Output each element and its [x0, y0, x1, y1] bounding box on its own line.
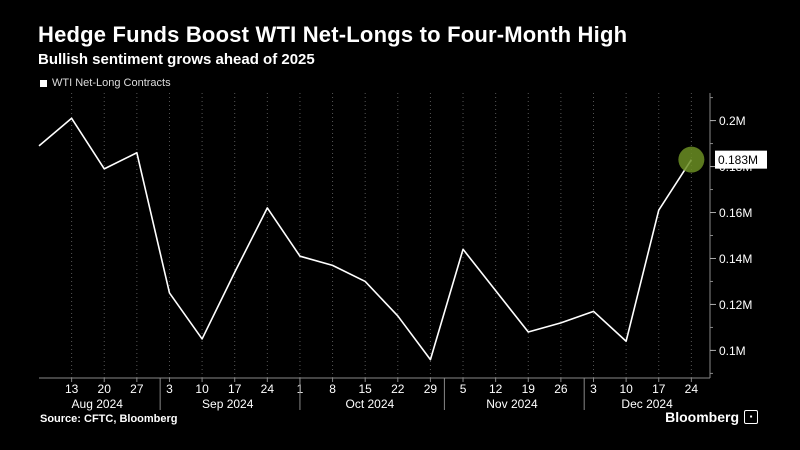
y-tick-label: 0.14M [719, 252, 752, 266]
x-tick-label: 20 [98, 382, 112, 396]
last-value-box [715, 150, 767, 169]
x-tick-label: 17 [228, 382, 242, 396]
series-line-wti-net-long [38, 117, 693, 361]
x-tick-label: 29 [424, 382, 438, 396]
x-tick-label: 5 [460, 382, 467, 396]
x-tick-label: 8 [329, 382, 336, 396]
x-tick-label: 27 [130, 382, 144, 396]
y-tick-label: 0.2M [719, 114, 746, 128]
brand-logo: Bloomberg ▪ [665, 409, 758, 425]
x-tick-label: 24 [685, 382, 699, 396]
x-tick-label: 13 [65, 382, 79, 396]
last-value-label: 0.183M [718, 153, 758, 167]
legend: WTI Net-Long Contracts [40, 77, 171, 89]
month-label: Nov 2024 [486, 397, 538, 411]
month-label: Dec 2024 [621, 397, 673, 411]
y-tick-label: 0.16M [719, 206, 752, 220]
x-tick-label: 15 [359, 382, 373, 396]
x-tick-label: 10 [195, 382, 209, 396]
x-tick-label: 10 [619, 382, 633, 396]
month-label: Sep 2024 [202, 397, 254, 411]
y-tick-label: 0.12M [719, 298, 752, 312]
brand-name: Bloomberg [665, 409, 739, 425]
y-tick-label: 0.1M [719, 344, 746, 358]
month-label: Aug 2024 [72, 397, 124, 411]
x-tick-label: 17 [652, 382, 666, 396]
chart-subtitle: Bullish sentiment grows ahead of 2025 [38, 51, 315, 68]
x-tick-label: 26 [554, 382, 568, 396]
x-tick-label: 19 [522, 382, 536, 396]
month-label: Oct 2024 [345, 397, 394, 411]
x-tick-label: 12 [489, 382, 503, 396]
x-tick-label: 22 [391, 382, 405, 396]
last-point-highlight [678, 146, 705, 173]
legend-label: WTI Net-Long Contracts [52, 77, 171, 89]
source-note: Source: CFTC, Bloomberg [40, 413, 178, 425]
x-tick-label: 3 [590, 382, 597, 396]
x-tick-label: 24 [261, 382, 275, 396]
legend-swatch [40, 79, 47, 87]
chart-title: Hedge Funds Boost WTI Net-Longs to Four-… [38, 22, 628, 47]
x-tick-label: 3 [166, 382, 173, 396]
chat-icon: ▪ [744, 410, 758, 424]
